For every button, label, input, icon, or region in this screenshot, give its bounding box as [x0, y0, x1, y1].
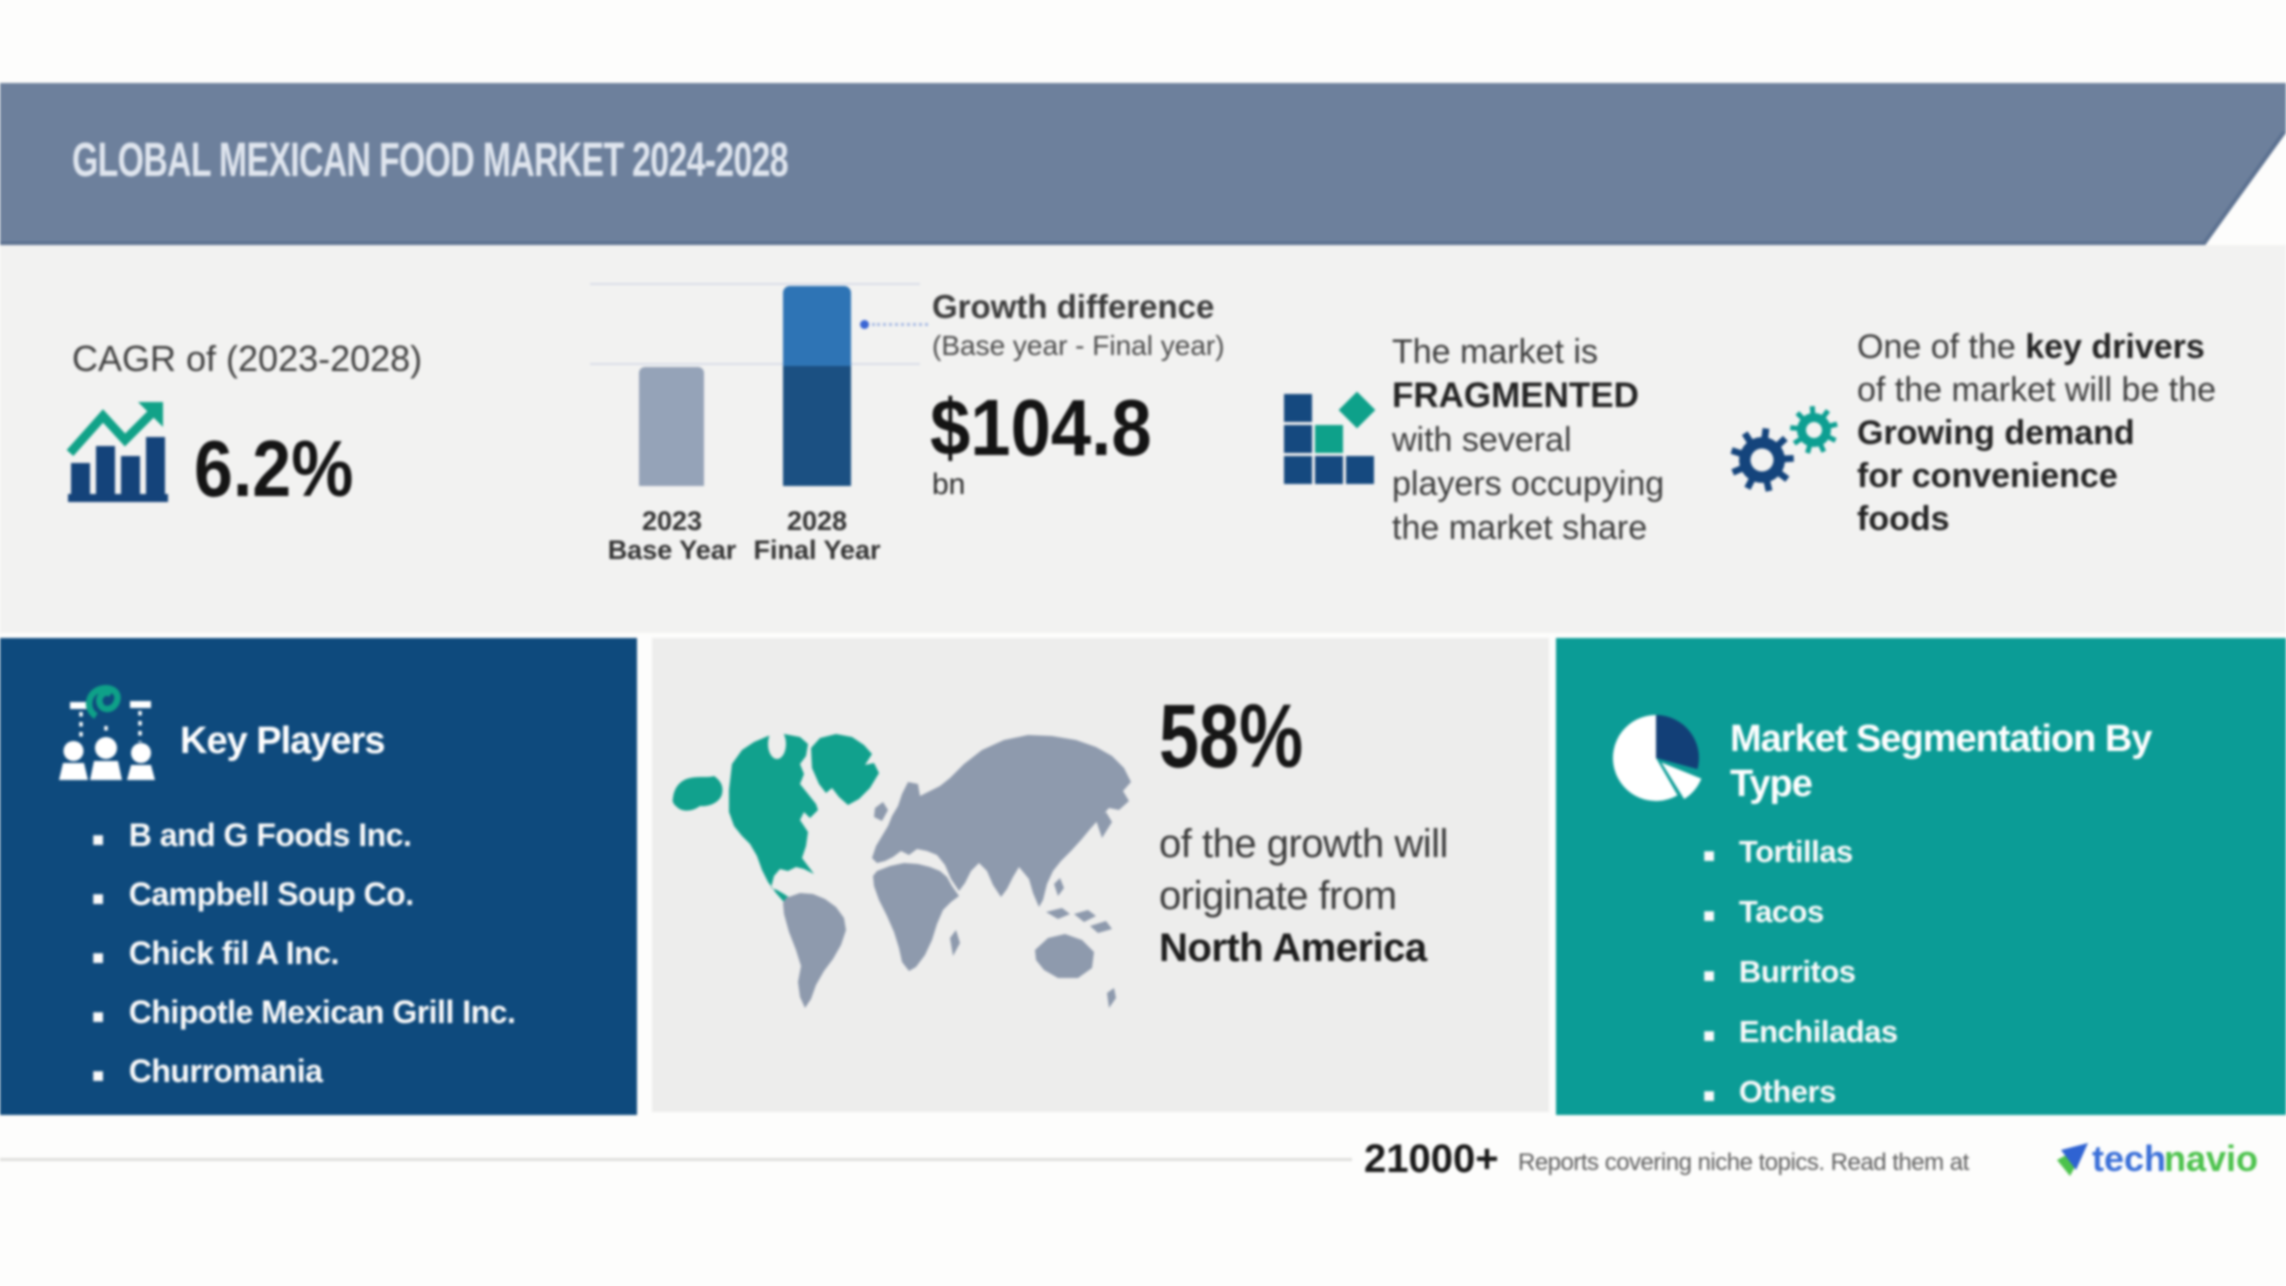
svg-text:tech: tech [2092, 1138, 2166, 1179]
svg-text:navio: navio [2164, 1138, 2258, 1179]
